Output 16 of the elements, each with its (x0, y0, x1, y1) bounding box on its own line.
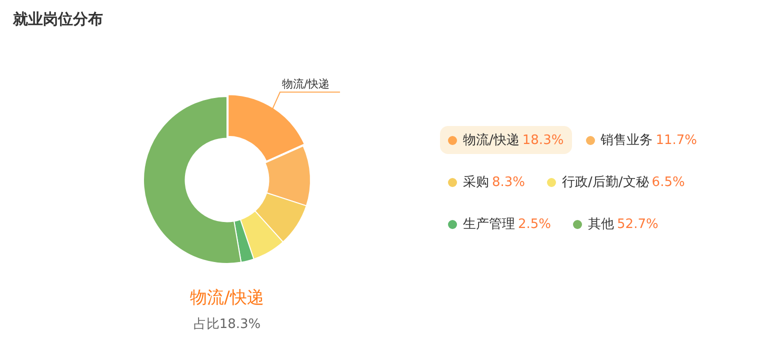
data-label: 11.7% (656, 132, 698, 148)
text: 占比18.3% (192, 316, 262, 333)
legend-label: 生产管理 (463, 216, 515, 233)
text: 物流/快递 (282, 78, 330, 91)
data-label: 52.7% (617, 216, 658, 232)
legend-label: 行政/后勤/文秘 (562, 174, 649, 191)
legend-label: 物流/快递 (463, 132, 520, 149)
legend-label: 销售业务 (600, 132, 653, 149)
legend-label: 其他 (588, 216, 614, 233)
data-label: 18.3% (522, 132, 564, 148)
chart-title: 就业岗位分布 (13, 10, 103, 29)
data-label: 6.5% (652, 174, 685, 190)
legend-label: 采购 (463, 174, 489, 191)
text: 物流/快递 (189, 287, 265, 309)
data-label: 2.5% (518, 216, 552, 232)
data-label: 8.3% (492, 174, 526, 190)
